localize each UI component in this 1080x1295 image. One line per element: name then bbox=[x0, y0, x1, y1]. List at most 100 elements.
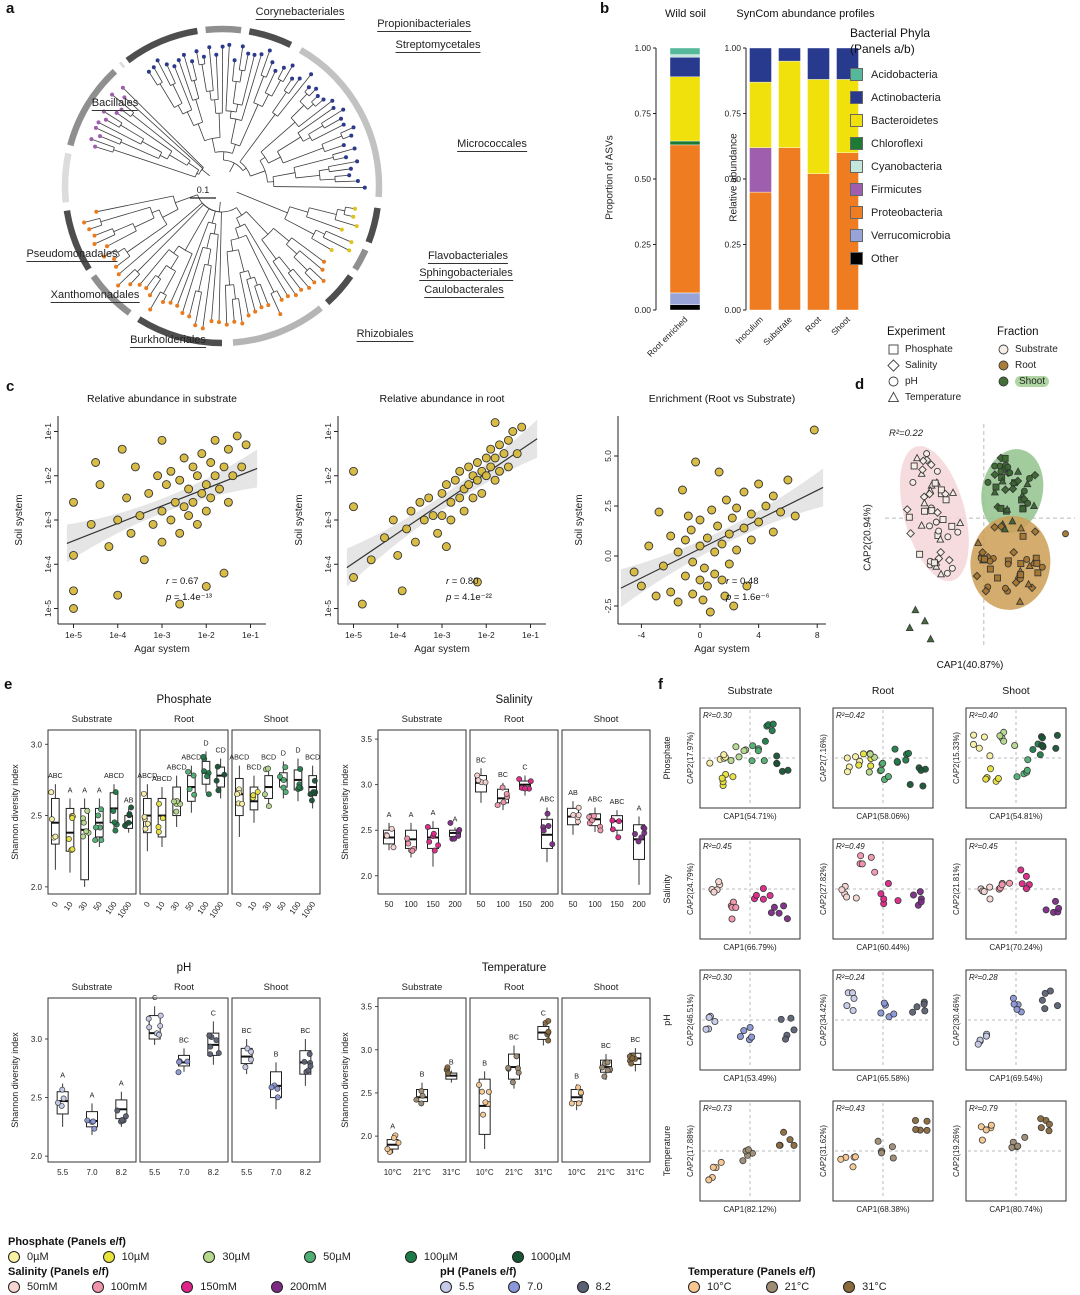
legend-label: 50µM bbox=[323, 1251, 351, 1263]
color-swatch bbox=[404, 1251, 417, 1263]
boxgroup-title: Salinity bbox=[495, 694, 532, 706]
svg-text:1e-1: 1e-1 bbox=[43, 423, 53, 440]
svg-text:0.50: 0.50 bbox=[724, 174, 741, 184]
r-squared-label: R²=0.40 bbox=[969, 711, 998, 720]
panel-label-c: c bbox=[6, 378, 15, 395]
significance-letter: A bbox=[387, 810, 392, 819]
scatter-title: Relative abundance in root bbox=[380, 393, 505, 405]
svg-text:21°C: 21°C bbox=[505, 1168, 523, 1177]
significance-letter: D bbox=[281, 748, 286, 757]
svg-text:1e-1: 1e-1 bbox=[242, 630, 259, 640]
color-swatch bbox=[440, 1281, 452, 1293]
significance-letter: BC bbox=[630, 1035, 640, 1044]
circle-icon bbox=[998, 376, 1009, 386]
svg-text:2.5: 2.5 bbox=[31, 1094, 43, 1103]
cap1-label: CAP1(69.54%) bbox=[989, 1074, 1043, 1083]
svg-text:10°C: 10°C bbox=[568, 1168, 586, 1177]
significance-letter: A bbox=[60, 1071, 65, 1080]
r-value: r = 0.48 bbox=[726, 576, 759, 587]
order-label: Streptomycetales bbox=[395, 39, 481, 53]
order-label: Caulobacterales bbox=[424, 284, 504, 298]
legend-label: 30µM bbox=[222, 1251, 251, 1263]
svg-text:200: 200 bbox=[540, 900, 554, 909]
svg-text:1e-5: 1e-5 bbox=[43, 600, 53, 617]
significance-letter: ABC bbox=[540, 794, 555, 803]
legend-item: 1000µM bbox=[511, 1251, 571, 1263]
column-header: Substrate bbox=[728, 685, 773, 697]
ph-legend-title: pH (Panels e/f) bbox=[440, 1266, 517, 1278]
significance-letter: C bbox=[522, 763, 527, 772]
legend-label: 50mM bbox=[27, 1281, 58, 1293]
legend-item: 10°C bbox=[688, 1281, 732, 1293]
experiment-legend-item: pH bbox=[887, 373, 987, 389]
svg-text:1.00: 1.00 bbox=[634, 43, 651, 53]
significance-letter: ABCD bbox=[181, 753, 201, 762]
order-label: Flavobacteriales bbox=[427, 250, 509, 264]
facet-title: Shoot bbox=[594, 982, 619, 993]
svg-text:2.5: 2.5 bbox=[361, 1089, 373, 1098]
svg-text:3.0: 3.0 bbox=[31, 1035, 43, 1044]
phylum-legend-item: Cyanobacteria bbox=[850, 155, 950, 178]
svg-text:0: 0 bbox=[142, 900, 152, 909]
svg-text:2.5: 2.5 bbox=[361, 826, 373, 835]
significance-letter: ABC bbox=[610, 797, 625, 806]
panel-label-d: d bbox=[855, 376, 865, 393]
svg-text:10: 10 bbox=[246, 900, 259, 913]
order-label: Bacillales bbox=[91, 97, 139, 111]
svg-text:3.0: 3.0 bbox=[361, 781, 373, 790]
cap1-label: CAP1(68.38%) bbox=[856, 1205, 910, 1214]
panel-label-a: a bbox=[6, 0, 15, 17]
panel-d-ordination: Experiment Phosphate Salinity pH Temperatur… bbox=[845, 322, 1080, 678]
column-header: Shoot bbox=[1002, 685, 1030, 697]
svg-text:1e-1: 1e-1 bbox=[323, 423, 333, 440]
scatter-title: Relative abundance in substrate bbox=[87, 393, 237, 405]
svg-text:2.5: 2.5 bbox=[31, 812, 43, 821]
cap2-label: CAP2(27.82%) bbox=[819, 863, 828, 915]
legend-label: 10°C bbox=[707, 1281, 732, 1293]
svg-text:100: 100 bbox=[496, 900, 510, 909]
facet-title: Root bbox=[504, 982, 524, 993]
significance-letter: A bbox=[637, 804, 642, 813]
svg-text:3.0: 3.0 bbox=[31, 740, 43, 749]
facet-title: Shoot bbox=[594, 714, 619, 725]
cap2-label: CAP2(31.62%) bbox=[819, 1125, 828, 1177]
facet-title: Substrate bbox=[72, 982, 113, 993]
svg-text:10°C: 10°C bbox=[476, 1168, 494, 1177]
circle-icon bbox=[998, 344, 1009, 354]
svg-text:0.75: 0.75 bbox=[724, 109, 741, 119]
panel-label-b: b bbox=[600, 0, 610, 17]
svg-text:Root enriched: Root enriched bbox=[645, 314, 690, 359]
significance-letter: BC bbox=[509, 1032, 519, 1041]
cap1-label: CAP1(70.24%) bbox=[989, 943, 1043, 952]
cap2-label: CAP2(24.79%) bbox=[686, 863, 695, 915]
svg-text:31°C: 31°C bbox=[534, 1168, 552, 1177]
svg-text:1e-5: 1e-5 bbox=[323, 600, 333, 617]
svg-text:8.2: 8.2 bbox=[208, 1168, 220, 1177]
significance-letter: CD bbox=[215, 746, 225, 755]
svg-text:8.2: 8.2 bbox=[116, 1168, 128, 1177]
svg-text:0.0: 0.0 bbox=[603, 550, 613, 562]
phylum-legend-item: Bacteroidetes bbox=[850, 109, 950, 132]
scatter-points bbox=[629, 425, 819, 617]
significance-letter: A bbox=[431, 808, 436, 817]
svg-text:1e-3: 1e-3 bbox=[433, 630, 450, 640]
ph-legend: pH (Panels e/f) 5.5 7.0 8.2 bbox=[440, 1266, 645, 1293]
svg-text:3.0: 3.0 bbox=[361, 1046, 373, 1055]
significance-letter: BC bbox=[601, 1041, 611, 1050]
temperature-boxplots: Temperature Shannon diversity index 2.0 2.5… bbox=[340, 962, 651, 1177]
legend-label: 21°C bbox=[784, 1281, 810, 1293]
significance-letter: ABC bbox=[48, 771, 63, 780]
svg-text:Inoculum: Inoculum bbox=[733, 314, 764, 345]
color-swatch bbox=[8, 1251, 20, 1263]
svg-text:7.0: 7.0 bbox=[270, 1168, 282, 1177]
phylum-label: Proteobacteria bbox=[871, 206, 943, 219]
column-header: Root bbox=[872, 685, 894, 697]
cap1-label: CAP1(82.12%) bbox=[723, 1205, 777, 1214]
salinity-boxplots: Salinity Shannon diversity index 2.0 2.5 3.0… bbox=[340, 694, 651, 909]
significance-letter: ABCD bbox=[167, 763, 187, 772]
svg-text:50: 50 bbox=[275, 900, 288, 913]
cap1-label: CAP1(54.71%) bbox=[723, 812, 777, 821]
bacterial-phyla-legend: Bacterial Phyla (Panels a/b) Acidobacter… bbox=[850, 26, 950, 270]
significance-letter: B bbox=[420, 1070, 425, 1079]
color-swatch bbox=[765, 1281, 778, 1293]
